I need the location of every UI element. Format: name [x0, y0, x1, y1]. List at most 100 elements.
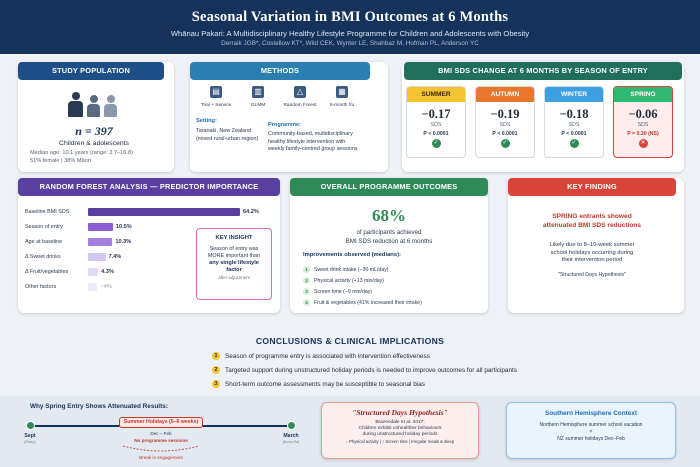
southern-hemisphere-box — [506, 402, 676, 459]
sex-ethnicity: 51% female | 38% Māori — [30, 158, 91, 164]
improvement-item: 1 Sweet drink intake (−30 mL/day) — [303, 266, 389, 273]
key-finding-hypothesis: "Structured Days Hypothesis" — [558, 272, 626, 278]
reduction-description: of participants achieved BMI SDS reducti… — [345, 229, 433, 245]
method-followup: ▦ 6-month f/u — [329, 86, 355, 108]
season-name: AUTUMN — [476, 87, 534, 102]
season-card-summer: SUMMER −0.17 SDS P < 0.0001 ✓ — [406, 86, 466, 158]
bar — [88, 268, 99, 276]
key-insight-box: KEY INSIGHT Season of entry was MORE imp… — [196, 228, 272, 300]
structured-days-box — [321, 402, 479, 459]
median-age: Median age: 10.1 years (range: 3.7–16.8) — [30, 150, 133, 156]
clipboard-icon: ▤ — [210, 86, 222, 98]
calendar-icon: ▦ — [336, 86, 348, 98]
bar-label: Δ Sweet drinks — [25, 254, 61, 260]
study-population-card — [18, 62, 174, 172]
season-value: −0.17 — [421, 107, 451, 121]
holiday-months: Dec – Feb — [150, 431, 172, 436]
bar-label: Other factors — [25, 284, 57, 290]
key-finding-main: SPRING entrants showed attenuated BMI SD… — [542, 213, 642, 229]
number-badge: 2 — [212, 366, 220, 374]
key-insight-note: after adjustment — [218, 275, 250, 280]
structured-days-heading: "Structured Days Hypothesis" — [352, 408, 448, 417]
check-icon: 4 — [303, 299, 310, 306]
key-insight-emphasis: any single lifestyle factor — [209, 260, 259, 273]
bmi-change-heading: BMI SDS CHANGE AT 6 MONTHS BY SEASON OF … — [404, 62, 682, 80]
season-p-value: P < 0.0001 — [423, 131, 449, 137]
programme-label: Programme: — [268, 122, 301, 128]
outcomes-card — [290, 178, 488, 313]
method-trial: ▤ Trial + Service — [200, 86, 232, 108]
bar-label: Age at baseline — [25, 239, 63, 245]
season-p-value: P = 0.30 (NS) — [627, 131, 659, 137]
improvement-item: 3 Screen time (−9 min/day) — [303, 288, 372, 295]
bar — [88, 253, 106, 261]
conclusion-item: 2 Targeted support during unstructured ho… — [212, 366, 517, 374]
season-unit: SDS — [637, 122, 649, 128]
season-p-value: P < 0.0001 — [492, 131, 518, 137]
conclusion-item: 1 Season of programme entry is associated… — [212, 352, 430, 360]
page-subtitle: Whānau Pakari: A Multidisciplinary Healt… — [170, 29, 530, 38]
random-forest-heading: RANDOM FOREST ANALYSIS — PREDICTOR IMPOR… — [18, 178, 280, 196]
people-icon — [68, 92, 117, 117]
summer-holiday-badge: Summer Holidays (5–6 weeks) — [119, 417, 203, 428]
sample-size: n = 397 — [75, 124, 113, 138]
setting-label: Setting: — [196, 118, 217, 124]
check-icon: ✓ — [431, 139, 441, 148]
bar-value-label: 64.2% — [243, 209, 259, 215]
break-arc — [122, 445, 200, 452]
cross-icon: ✕ — [638, 139, 648, 148]
southern-hemisphere-heading: Southern Hemisphere Context — [545, 410, 637, 417]
season-card-autumn: AUTUMN −0.19 SDS P < 0.0001 ✓ — [475, 86, 535, 158]
southern-hemisphere-body: Northern Hemisphere summer school vacati… — [539, 422, 643, 442]
key-finding-card — [508, 178, 684, 313]
season-unit: SDS — [568, 122, 580, 128]
check-icon: ✓ — [500, 139, 510, 148]
check-icon: 2 — [303, 277, 310, 284]
season-value: −0.06 — [628, 107, 658, 121]
programme-text: Community-based, multidisciplinary healt… — [268, 131, 358, 152]
check-icon: ✓ — [569, 139, 579, 148]
population-description: Children & adolescents — [59, 140, 129, 147]
timeline-end-label: March — [283, 433, 299, 439]
improvement-item: 4 Fruit & vegetables (41% increased their… — [303, 299, 422, 306]
page-title: Seasonal Variation in BMI Outcomes at 6 … — [191, 9, 509, 25]
improvements-heading: Improvements observed (medians): — [303, 252, 401, 258]
season-name: WINTER — [545, 87, 603, 102]
season-unit: SDS — [499, 122, 511, 128]
authors: Derraik JGB*, Costellow KT*, Wild CEK, W… — [221, 40, 479, 47]
chart-icon: ▥ — [252, 86, 264, 98]
key-finding-explanation: Likely due to 8–10-week summer school ho… — [549, 242, 635, 263]
season-name: SUMMER — [407, 87, 465, 102]
season-p-value: P < 0.0001 — [561, 131, 587, 137]
conclusions-heading: CONCLUSIONS & CLINICAL IMPLICATIONS — [255, 336, 445, 346]
season-name: SPRING — [614, 87, 672, 102]
bar — [88, 223, 113, 231]
bar-value-label: 10.5% — [115, 224, 132, 230]
timeline-heading: Why Spring Entry Shows Attenuated Result… — [30, 403, 168, 410]
timeline-start-dot — [26, 421, 35, 430]
key-finding-heading: KEY FINDING — [508, 178, 676, 196]
key-insight-title: KEY INSIGHT — [215, 235, 253, 241]
key-insight-body: Season of entry was MORE important than — [207, 246, 261, 259]
timeline-start-label: Sept — [24, 433, 36, 439]
season-unit: SDS — [430, 122, 442, 128]
population-meta: Median age: 10.1 years (range: 3.7–16.8)… — [30, 149, 170, 165]
method-random-forest: △ Random Forest — [283, 86, 317, 108]
season-value: −0.18 — [559, 107, 589, 121]
bar-value-label: ~4% — [100, 284, 112, 290]
bar-value-label: 4.3% — [101, 269, 114, 275]
bar-label: Δ Fruit/vegetables — [25, 269, 69, 275]
bar-label: Baseline BMI SDS — [25, 209, 70, 215]
conclusion-item: 3 Short-term outcome assessments may be s… — [212, 380, 425, 388]
check-icon: 3 — [303, 288, 310, 295]
bar-label: Season of entry — [25, 224, 63, 230]
season-card-spring: SPRING −0.06 SDS P = 0.30 (NS) ✕ — [613, 86, 673, 158]
timeline-end-dot — [287, 421, 296, 430]
study-population-heading: STUDY POPULATION — [18, 62, 164, 80]
no-sessions-label: No programme sessions — [134, 438, 188, 443]
page-header: Seasonal Variation in BMI Outcomes at 6 … — [0, 0, 700, 54]
method-glmm: ▥ GLMM — [250, 86, 266, 108]
bar — [88, 283, 98, 291]
setting-text: Taranaki, New Zealand (mixed rural-urban… — [196, 128, 259, 142]
bar — [88, 208, 240, 216]
